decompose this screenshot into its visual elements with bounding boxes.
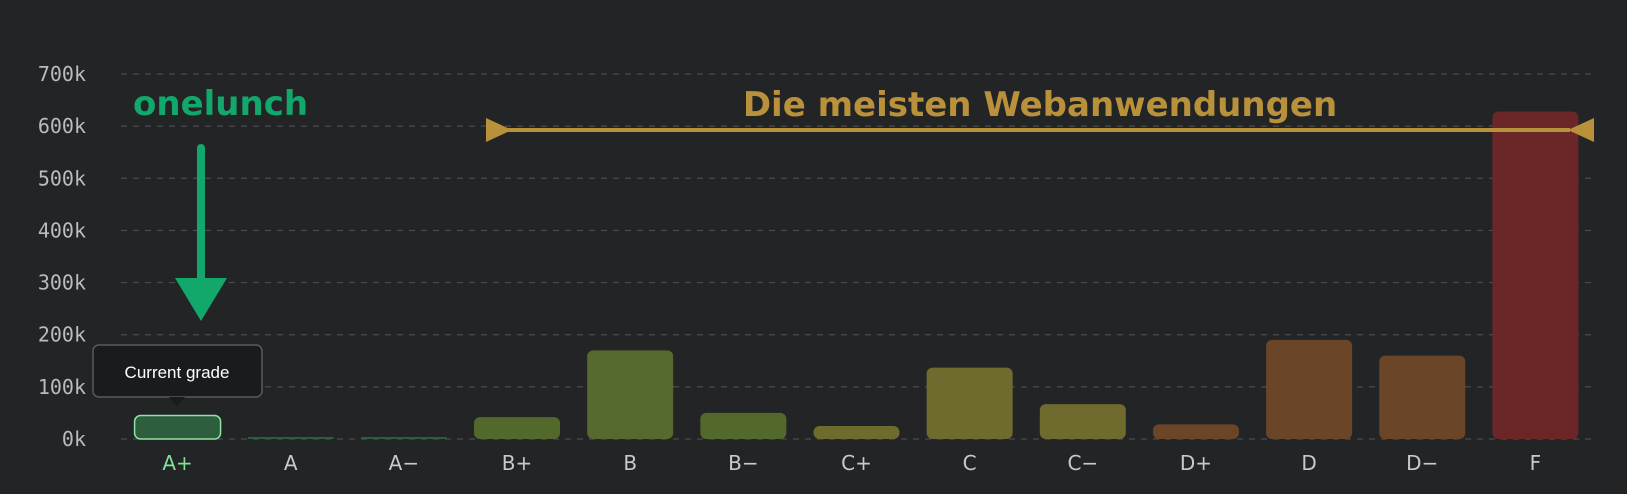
- bar-A[interactable]: [247, 437, 334, 439]
- bar-C[interactable]: [926, 367, 1013, 439]
- y-tick-label: 500k: [38, 166, 86, 190]
- x-tick-label: C: [963, 451, 977, 475]
- x-tick-label: D+: [1180, 451, 1212, 475]
- bar-D−[interactable]: [1379, 355, 1466, 439]
- bar-C+[interactable]: [813, 425, 900, 439]
- bar-B+[interactable]: [474, 417, 561, 439]
- x-tick-label: C+: [841, 451, 872, 475]
- double-arrow-icon: [486, 118, 1594, 142]
- bar-D+[interactable]: [1152, 424, 1239, 439]
- y-tick-label: 300k: [38, 271, 86, 295]
- y-tick-label: 700k: [38, 62, 86, 86]
- onelunch-label: onelunch: [133, 84, 308, 124]
- x-tick-label: A−: [389, 451, 419, 475]
- bar-C−[interactable]: [1039, 404, 1126, 439]
- x-tick-label: B−: [728, 451, 758, 475]
- current-grade-tooltip: Current grade: [92, 344, 263, 406]
- y-tick-label: 100k: [38, 375, 86, 399]
- y-axis-ticks: 0k 100k 200k 300k 400k 500k 600k 700k: [38, 62, 86, 451]
- bar-D[interactable]: [1266, 339, 1353, 439]
- x-tick-label: D: [1301, 451, 1316, 475]
- x-tick-label: D−: [1406, 451, 1438, 475]
- x-tick-label: A+: [162, 451, 192, 475]
- x-tick-label: A: [284, 451, 298, 475]
- x-axis-ticks: A+ A A− B+ B B− C+ C C− D+ D D− F: [162, 451, 1541, 475]
- gridlines: [121, 73, 1592, 440]
- bar-A+[interactable]: [133, 414, 222, 440]
- bar-A−[interactable]: [360, 437, 447, 439]
- y-tick-label: 400k: [38, 218, 86, 242]
- range-label: Die meisten Webanwendungen: [743, 85, 1337, 125]
- x-tick-label: B+: [502, 451, 532, 475]
- y-tick-label: 200k: [38, 323, 86, 347]
- y-tick-label: 600k: [38, 114, 86, 138]
- x-tick-label: C−: [1067, 451, 1098, 475]
- y-tick-label: 0k: [62, 427, 86, 451]
- down-arrow-icon: [175, 144, 227, 321]
- tooltip-text: Current grade: [125, 363, 230, 382]
- x-tick-label: B: [623, 451, 637, 475]
- bars[interactable]: [133, 111, 1579, 440]
- bar-F[interactable]: [1492, 111, 1579, 440]
- x-tick-label: F: [1530, 451, 1542, 475]
- bar-B[interactable]: [587, 350, 674, 439]
- bar-B−[interactable]: [700, 412, 787, 439]
